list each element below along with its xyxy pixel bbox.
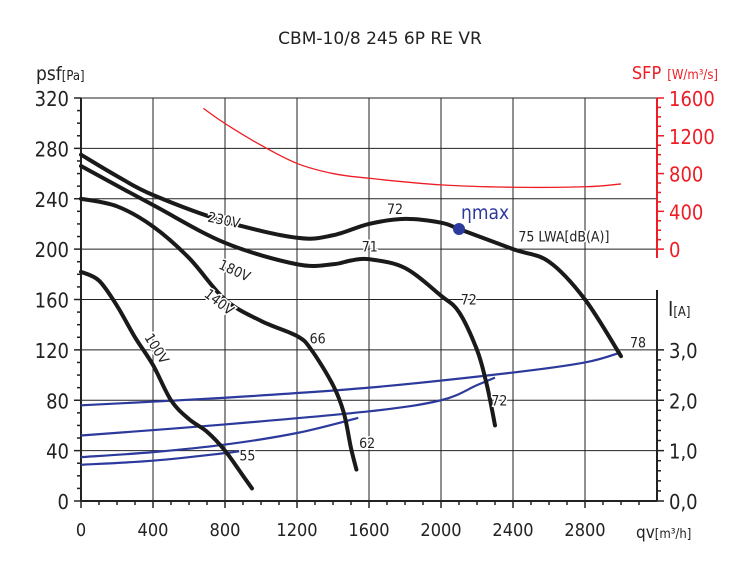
x-tick-label: 0: [76, 520, 86, 541]
sfp-tick-label: 1600: [669, 87, 715, 111]
x-tick-label: 2800: [564, 520, 605, 541]
sfp-tick-label: 1200: [669, 125, 715, 149]
svg-text:SFP[W/m³/s]: SFP [W/m³/s]: [632, 63, 718, 84]
svg-text:qv[m³/h]: qv[m³/h]: [636, 523, 691, 543]
x-tick-label: 2400: [492, 520, 533, 541]
sfp-axis-label: SFP [W/m³/s]: [632, 63, 718, 84]
x-tick-label: 1200: [276, 520, 317, 541]
current-axis-label: I[A]: [668, 297, 690, 321]
pressure-curve-100v: [79, 269, 254, 491]
current-label-unit: [A]: [673, 305, 690, 320]
svg-text:I[A]: I[A]: [668, 297, 690, 321]
curve-annotation: 72: [461, 293, 477, 309]
y-tick-label: 160: [35, 289, 69, 313]
y-label-unit: [Pa]: [62, 69, 85, 84]
y-tick-label: 80: [46, 389, 69, 413]
y-tick-label: 0: [58, 490, 69, 514]
current-label: I: [668, 297, 673, 321]
x-tick-label: 1600: [348, 520, 389, 541]
x-label-unit: [m³/h]: [655, 527, 692, 542]
y-axis-label: psf[Pa]: [36, 63, 85, 85]
x-tick-label: 400: [138, 520, 169, 541]
current-curve-i-230v: [80, 351, 622, 407]
sfp-tick-label: 800: [669, 163, 703, 187]
curve-annotation: 72: [491, 393, 507, 409]
y-tick-label: 280: [35, 137, 69, 161]
current-curve-i-140v: [80, 416, 359, 459]
pressure-curve-230v: [79, 152, 623, 359]
curve-annotation: 75 LWA[dB(A)]: [518, 230, 609, 246]
curve-annotation: 71: [362, 240, 378, 256]
sfp-label: SFP: [632, 63, 662, 84]
sfp-label-unit: [W/m³/s]: [667, 68, 718, 83]
current-tick-label: 0,0: [669, 490, 698, 514]
y-tick-label: 320: [35, 87, 69, 111]
current-curve-i-180v: [80, 376, 496, 437]
pressure-curve-180v: [79, 164, 497, 428]
x-tick-label: 2000: [420, 520, 461, 541]
current-tick-label: 3,0: [669, 339, 698, 363]
svg-text:psf[Pa]: psf[Pa]: [36, 63, 85, 85]
x-label: qv: [636, 523, 655, 543]
curve-annotation: 78: [630, 335, 646, 351]
current-tick-label: 1,0: [669, 440, 698, 464]
y-tick-label: 200: [35, 238, 69, 262]
current-curve-i-100v: [80, 449, 244, 466]
curve-annotation: 230V: [206, 210, 242, 233]
current-tick-label: 2,0: [669, 389, 698, 413]
y-label: psf: [36, 63, 63, 85]
sfp-curve: [203, 107, 622, 189]
chart-title: CBM-10/8 245 6P RE VR: [278, 29, 482, 49]
sfp-tick-label: 0: [669, 238, 680, 262]
curve-annotation: 62: [359, 436, 375, 452]
eta-max-point: [453, 222, 465, 235]
y-tick-label: 120: [35, 339, 69, 363]
curve-annotation: 72: [387, 202, 403, 218]
eta-max-label: ηmax: [461, 202, 509, 224]
x-axis-label: qv[m³/h]: [636, 523, 691, 543]
y-tick-label: 40: [46, 440, 69, 464]
sfp-tick-label: 400: [669, 200, 703, 224]
y-tick-label: 240: [35, 188, 69, 212]
x-tick-label: 800: [210, 520, 241, 541]
pressure-curve-140v: [79, 196, 359, 472]
curve-annotation: 180V: [216, 257, 253, 285]
curve-annotation: 100V: [141, 331, 172, 367]
curve-annotation: 66: [310, 332, 326, 348]
curve-annotation: 55: [239, 449, 255, 465]
